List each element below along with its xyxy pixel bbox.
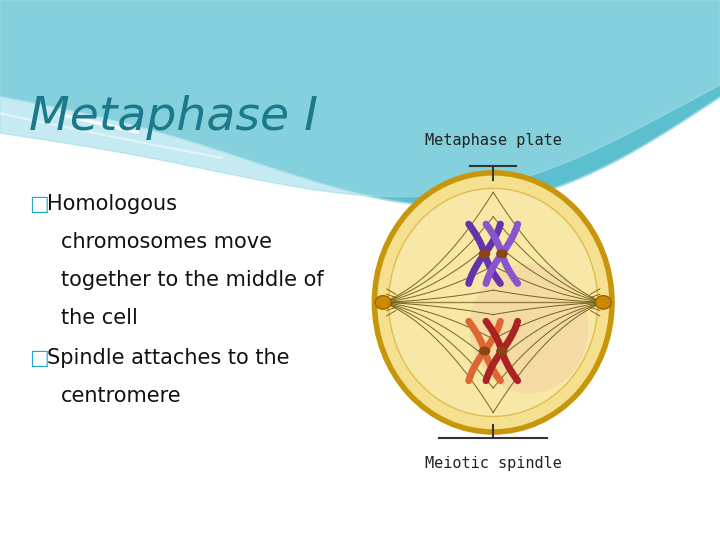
- Text: centromere: centromere: [61, 386, 182, 406]
- Ellipse shape: [374, 173, 612, 432]
- Text: Homologous: Homologous: [47, 194, 177, 214]
- Text: Metaphase I: Metaphase I: [29, 94, 318, 139]
- Ellipse shape: [595, 296, 611, 309]
- Text: Meiotic spindle: Meiotic spindle: [425, 456, 562, 471]
- Text: □: □: [29, 348, 48, 368]
- Text: together to the middle of: together to the middle of: [61, 270, 324, 290]
- Ellipse shape: [375, 296, 391, 309]
- Circle shape: [497, 347, 507, 355]
- Text: □: □: [29, 194, 48, 214]
- Text: chromosomes move: chromosomes move: [61, 232, 272, 252]
- Circle shape: [480, 347, 490, 355]
- Ellipse shape: [469, 264, 588, 393]
- Text: the cell: the cell: [61, 308, 138, 328]
- Circle shape: [480, 250, 490, 258]
- Polygon shape: [0, 0, 720, 206]
- Circle shape: [497, 250, 507, 258]
- Ellipse shape: [389, 188, 598, 416]
- Text: Metaphase plate: Metaphase plate: [425, 133, 562, 148]
- Polygon shape: [0, 0, 720, 197]
- Text: Spindle attaches to the: Spindle attaches to the: [47, 348, 289, 368]
